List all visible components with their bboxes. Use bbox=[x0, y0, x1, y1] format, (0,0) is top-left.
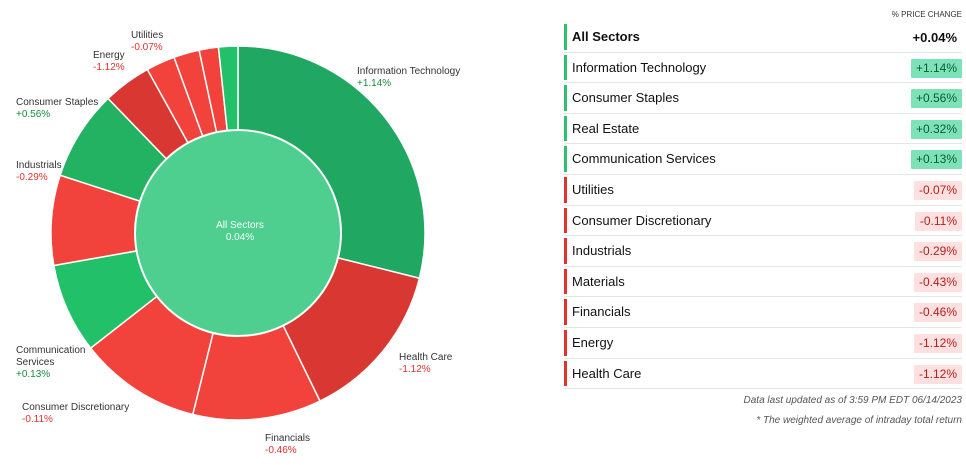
label-information-technology: Information Technology +1.14% bbox=[357, 66, 461, 89]
row-price-change: +1.14% bbox=[910, 58, 962, 78]
label-consumer-staples: Consumer Staples +0.56% bbox=[16, 97, 99, 120]
row-indicator-bar bbox=[564, 176, 567, 203]
center-title: All Sectors bbox=[216, 220, 264, 231]
row-indicator-bar bbox=[564, 146, 567, 172]
sector-donut-chart: All Sectors 0.04% Information Technology… bbox=[16, 30, 461, 456]
footnote-updated: Data last updated as of 3:59 PM EDT 06/1… bbox=[743, 395, 962, 406]
row-sector-name: Financials bbox=[572, 304, 631, 320]
row-sector-name: Utilities bbox=[572, 181, 614, 197]
row-indicator-bar bbox=[564, 360, 567, 387]
table-row: Health Care -1.12% bbox=[564, 359, 962, 390]
row-sector-name: Energy bbox=[572, 334, 614, 350]
row-indicator-bar bbox=[564, 24, 567, 50]
row-price-change: +0.13% bbox=[910, 150, 962, 170]
row-price-change: -0.29% bbox=[913, 242, 962, 262]
label-energy: Energy -1.12% bbox=[93, 50, 125, 73]
center-value: 0.04% bbox=[225, 232, 255, 243]
table-header: % PRICE CHANGE bbox=[891, 10, 962, 19]
row-indicator-bar bbox=[564, 299, 567, 325]
row-price-change: -0.46% bbox=[913, 303, 962, 323]
row-price-change: -0.11% bbox=[914, 211, 962, 231]
label-health-care: Health Care -1.12% bbox=[399, 352, 453, 375]
row-indicator-bar bbox=[564, 329, 567, 356]
row-sector-name: Information Technology bbox=[572, 59, 707, 75]
row-sector-name: Materials bbox=[572, 273, 625, 289]
row-indicator-bar bbox=[564, 85, 567, 111]
row-price-change: -1.12% bbox=[913, 364, 962, 384]
row-sector-name: Communication Services bbox=[572, 151, 716, 167]
row-price-change: -0.07% bbox=[913, 180, 962, 200]
row-price-change: -0.43% bbox=[913, 272, 962, 292]
row-price-change: -1.12% bbox=[913, 333, 962, 353]
table-row: Industrials -0.29% bbox=[564, 236, 962, 267]
sector-table: % PRICE CHANGE All Sectors +0.04% Informat… bbox=[564, 0, 962, 390]
label-communication-services: Communication Services +0.13% bbox=[16, 345, 86, 380]
footnote-weighted: * The weighted average of intraday total… bbox=[756, 415, 962, 426]
table-row: Real Estate +0.32% bbox=[564, 114, 962, 145]
table-row: Consumer Staples +0.56% bbox=[564, 83, 962, 114]
table-row: Materials -0.43% bbox=[564, 267, 962, 298]
row-sector-name: Real Estate bbox=[572, 120, 640, 136]
row-indicator-bar bbox=[564, 207, 567, 234]
row-price-change: +0.56% bbox=[910, 89, 962, 109]
row-price-change: +0.32% bbox=[910, 119, 962, 139]
row-indicator-bar bbox=[564, 268, 567, 295]
label-financials: Financials -0.46% bbox=[265, 433, 311, 456]
row-indicator-bar bbox=[564, 54, 567, 81]
row-sector-name: All Sectors bbox=[572, 29, 640, 44]
row-sector-name: Consumer Discretionary bbox=[572, 212, 712, 228]
table-row-total: All Sectors +0.04% bbox=[564, 22, 962, 53]
donut-center bbox=[134, 129, 342, 337]
label-utilities: Utilities -0.07% bbox=[131, 30, 164, 53]
table-row: Financials -0.46% bbox=[564, 297, 962, 328]
row-price-change: +0.04% bbox=[912, 30, 957, 45]
table-row: Information Technology +1.14% bbox=[564, 53, 962, 84]
center-label: All Sectors 0.04% bbox=[170, 220, 310, 244]
row-sector-name: Health Care bbox=[572, 365, 642, 381]
donut-svg bbox=[50, 45, 426, 421]
label-consumer-discretionary: Consumer Discretionary -0.11% bbox=[22, 402, 130, 425]
row-indicator-bar bbox=[564, 238, 567, 264]
row-sector-name: Consumer Staples bbox=[572, 90, 679, 106]
table-row: Consumer Discretionary -0.11% bbox=[564, 206, 962, 237]
table-row: Utilities -0.07% bbox=[564, 175, 962, 206]
row-indicator-bar bbox=[564, 115, 567, 142]
table-row: Communication Services +0.13% bbox=[564, 144, 962, 175]
table-rows: All Sectors +0.04% Information Technology +… bbox=[564, 22, 962, 390]
row-sector-name: Industrials bbox=[572, 243, 632, 259]
label-industrials: Industrials -0.29% bbox=[16, 160, 62, 183]
table-row: Energy -1.12% bbox=[564, 328, 962, 359]
